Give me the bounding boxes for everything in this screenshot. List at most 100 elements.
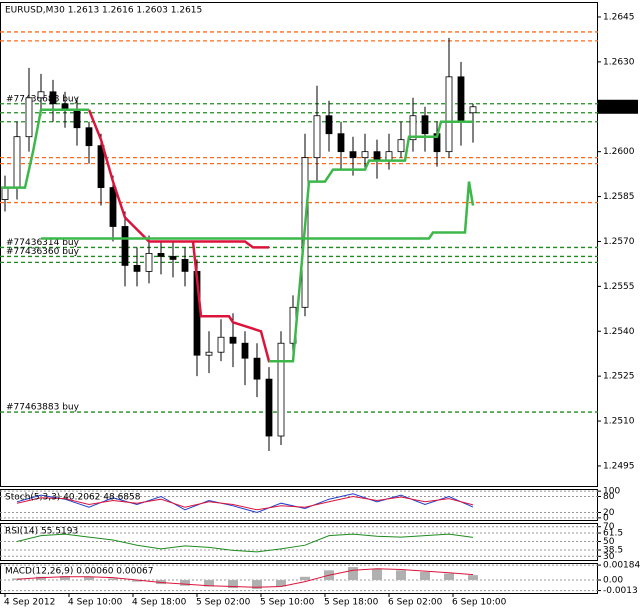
- y-tick-label: 80: [603, 492, 615, 502]
- histogram-bar: [300, 576, 310, 581]
- series-line: [41, 181, 475, 240]
- candle-body: [421, 115, 429, 135]
- panel-frame: [0, 2, 598, 487]
- histogram-bar: [468, 575, 478, 581]
- candle-body: [397, 139, 405, 153]
- candle-body: [409, 115, 417, 141]
- candle-body: [385, 151, 393, 162]
- x-tick-label: 5 Sep 18:00: [324, 598, 379, 608]
- panel-title: MACD(12,26,9) 0.00060 0.00067: [5, 567, 154, 577]
- candle-body: [109, 187, 117, 227]
- candle-body: [13, 136, 21, 188]
- series-line: [1, 108, 89, 189]
- candle-body: [241, 342, 249, 359]
- candle-body: [361, 151, 369, 159]
- order-label: #77436688 buy: [6, 94, 80, 104]
- x-tick-label: 6 Sep 10:00: [452, 598, 507, 608]
- y-tick-label: 50: [603, 537, 615, 547]
- histogram-bar: [12, 578, 22, 581]
- y-tick-label: 38.5: [603, 546, 623, 556]
- candle-body: [337, 133, 345, 153]
- y-tick-label: 1.2555: [603, 282, 635, 292]
- candle-body: [97, 145, 105, 188]
- histogram-bar: [396, 570, 406, 581]
- x-tick-label: 4 Sep 18:00: [132, 598, 187, 608]
- y-tick-label: 1.2525: [603, 372, 635, 382]
- x-tick-label: 4 Sep 2012: [4, 598, 55, 608]
- histogram-bar: [348, 567, 358, 581]
- histogram-bar: [372, 568, 382, 581]
- x-tick-label: 5 Sep 02:00: [196, 598, 251, 608]
- histogram-bar: [420, 571, 430, 581]
- candle-body: [145, 253, 153, 272]
- candle-body: [229, 336, 237, 344]
- price-box: [598, 99, 638, 114]
- candle-body: [37, 91, 45, 99]
- candle-body: [1, 187, 9, 200]
- series-line: [16, 495, 474, 511]
- y-tick-label: 1.2645: [603, 12, 635, 22]
- histogram-bar: [108, 578, 118, 581]
- series-line: [87, 109, 269, 249]
- x-tick-label: 4 Sep 10:00: [68, 598, 123, 608]
- x-tick-label: 6 Sep 02:00: [388, 598, 443, 608]
- candle-body: [133, 265, 141, 272]
- candle-body: [49, 91, 57, 105]
- panel-title: Stoch(5,3,3) 40.2062 48.6858: [5, 493, 141, 503]
- candle-body: [157, 253, 165, 257]
- candle-body: [457, 76, 465, 123]
- series-line: [16, 568, 474, 588]
- histogram-bar: [36, 576, 46, 581]
- histogram-bar: [60, 575, 70, 581]
- y-tick-label: 30: [603, 552, 615, 562]
- series-line: [16, 493, 474, 514]
- y-tick-label: 1.2630: [603, 57, 635, 67]
- histogram-bar: [444, 573, 454, 581]
- histogram-bar: [228, 580, 238, 589]
- y-tick-label: 61.5: [603, 528, 623, 538]
- x-tick-label: 5 Sep 10:00: [260, 598, 315, 608]
- y-tick-label: 70: [603, 522, 615, 532]
- candle-body: [349, 151, 357, 159]
- candle-body: [265, 378, 273, 437]
- y-tick-label: -0.0013: [603, 586, 638, 596]
- candle-body: [205, 351, 213, 356]
- candle-body: [445, 76, 453, 153]
- histogram-bar: [84, 576, 94, 581]
- candle-body: [181, 259, 189, 272]
- y-tick-label: 0: [603, 513, 609, 523]
- order-label: #77463883 buy: [6, 403, 80, 413]
- candle-body: [325, 115, 333, 135]
- candle-body: [85, 127, 93, 147]
- series-line: [269, 120, 473, 363]
- histogram-bar: [276, 580, 286, 587]
- candle-body: [169, 256, 177, 260]
- y-tick-label: 1.2600: [603, 147, 635, 157]
- candle-body: [373, 151, 381, 162]
- candle-body: [73, 109, 81, 129]
- y-tick-label: 1.2570: [603, 237, 635, 247]
- order-label: #77436360 buy: [6, 247, 80, 257]
- series-line: [16, 533, 474, 553]
- panel-title: EURUSD,M30 1.2613 1.2616 1.2603 1.2615: [5, 6, 202, 16]
- candle-body: [313, 115, 321, 159]
- candle-body: [121, 226, 129, 266]
- y-tick-label: 20: [603, 508, 615, 518]
- price-box-label: 1.2615: [603, 102, 635, 112]
- y-tick-label: 1.2510: [603, 417, 635, 427]
- y-tick-label: 100: [603, 487, 620, 497]
- candle-body: [469, 106, 477, 114]
- candle-body: [253, 357, 261, 380]
- histogram-bar: [132, 580, 142, 582]
- candle-body: [25, 97, 33, 138]
- y-tick-label: 1.2495: [603, 461, 635, 471]
- candle-body: [277, 342, 285, 437]
- histogram-bar: [180, 580, 190, 586]
- y-tick-label: 1.2540: [603, 327, 635, 337]
- candle-body: [217, 336, 225, 353]
- panel-title: RSI(14) 55.5193: [5, 527, 78, 537]
- y-tick-label: 0.00: [603, 576, 623, 586]
